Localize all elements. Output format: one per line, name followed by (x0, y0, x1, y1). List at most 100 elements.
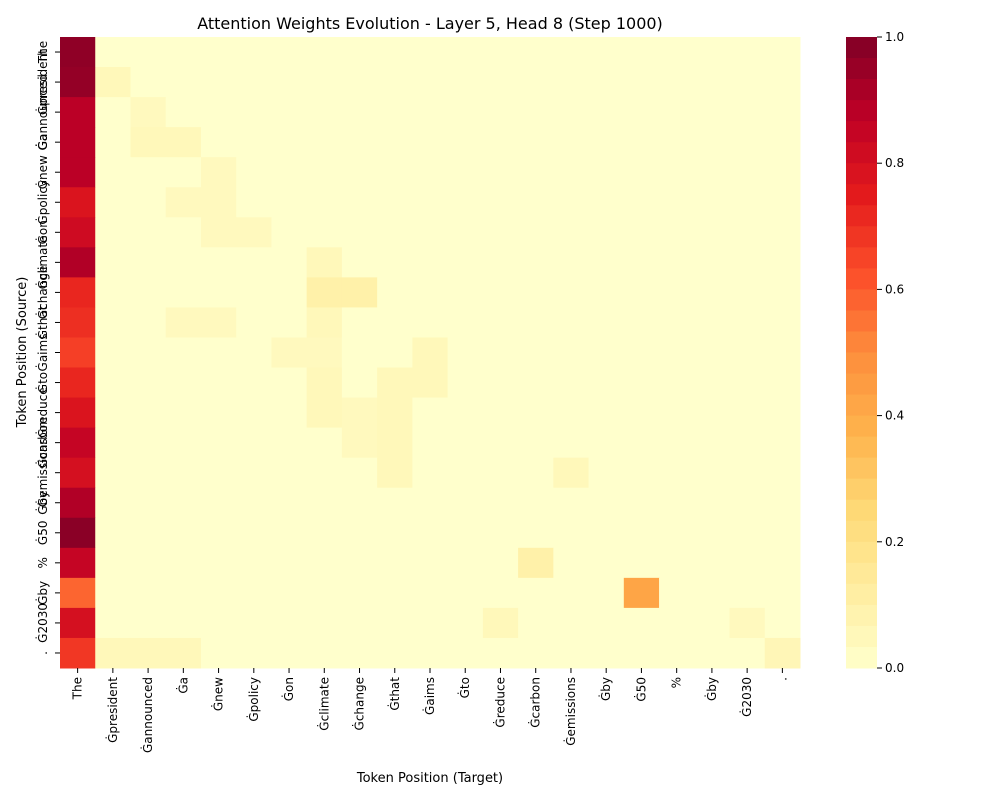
heatmap-cell (518, 487, 554, 519)
heatmap-cell (306, 187, 343, 218)
heatmap-cell (588, 547, 625, 579)
heatmap-cell (694, 67, 731, 98)
heatmap-cell (130, 367, 167, 399)
colorbar-segment (846, 226, 877, 248)
heatmap-cell (341, 157, 378, 188)
heatmap-cell (764, 247, 801, 278)
heatmap-cell (60, 217, 96, 248)
heatmap-cell (482, 127, 519, 158)
heatmap-cell (729, 517, 766, 549)
heatmap-cell (764, 487, 801, 519)
heatmap-cell (623, 607, 660, 639)
heatmap-cell (588, 217, 625, 248)
heatmap-cell (341, 187, 378, 218)
heatmap-cell (623, 637, 660, 669)
heatmap-cell (60, 187, 96, 218)
heatmap-cell (200, 187, 237, 218)
heatmap-cell (518, 67, 554, 98)
heatmap-cell (447, 547, 484, 579)
heatmap-cell (553, 337, 590, 369)
heatmap-cell (659, 367, 695, 399)
heatmap-cell (200, 307, 237, 338)
heatmap-cell (271, 457, 308, 489)
heatmap-cell (447, 427, 484, 459)
colorbar-tick-label: 0.8 (885, 156, 904, 170)
heatmap-cell (553, 37, 590, 68)
heatmap-cell (200, 427, 237, 459)
heatmap-cell (729, 397, 766, 429)
heatmap-cell (553, 127, 590, 158)
heatmap-cell (729, 577, 766, 609)
heatmap-cell (553, 577, 590, 609)
heatmap-cell (95, 607, 131, 639)
heatmap-cell (588, 337, 625, 369)
heatmap-cell (447, 577, 484, 609)
heatmap-cell (623, 187, 660, 218)
heatmap-cell (412, 187, 449, 218)
heatmap-cell (623, 367, 660, 399)
heatmap-cell (306, 37, 343, 68)
heatmap-cell (271, 487, 308, 519)
y-tick-label: Ġon (34, 220, 50, 244)
heatmap-cell (764, 217, 801, 248)
heatmap-cell (482, 427, 519, 459)
heatmap-cell (764, 517, 801, 549)
heatmap-cell (659, 337, 695, 369)
colorbar-segment (846, 646, 877, 669)
heatmap-cell (200, 517, 237, 549)
colorbar-segment (846, 541, 877, 564)
heatmap-cell (200, 637, 237, 669)
heatmap-cell (659, 457, 695, 489)
x-tick-label: Ġpresident (104, 677, 120, 743)
heatmap-cell (729, 277, 766, 308)
heatmap-cell (130, 427, 167, 459)
heatmap-cell (236, 487, 272, 519)
heatmap-cell (271, 637, 308, 669)
heatmap-cell (236, 367, 272, 399)
heatmap-cell (95, 337, 131, 369)
heatmap-cell (764, 157, 801, 188)
heatmap-cell (447, 307, 484, 338)
heatmap-cell (377, 607, 413, 639)
y-tick-label: Ġemissions (34, 438, 50, 507)
heatmap-cell (165, 217, 202, 248)
heatmap-cell (447, 487, 484, 519)
heatmap-cell (306, 217, 343, 248)
heatmap-cell (306, 547, 343, 579)
heatmap-cell (694, 37, 731, 68)
heatmap-cell (588, 187, 625, 218)
heatmap-cell (200, 547, 237, 579)
heatmap-cell (412, 127, 449, 158)
x-tick-label: Ġannounced (139, 677, 155, 753)
heatmap-cell (412, 157, 449, 188)
heatmap-cell (447, 367, 484, 399)
heatmap-cell (694, 307, 731, 338)
x-tick-label: Ġby (703, 677, 719, 701)
heatmap-cell (271, 187, 308, 218)
heatmap-cell (60, 427, 96, 459)
heatmap-cell (341, 487, 378, 519)
colorbar-segment (846, 100, 877, 122)
heatmap-cell (130, 547, 167, 579)
heatmap-cell (447, 97, 484, 128)
heatmap-cell (553, 277, 590, 308)
x-tick-label: Ġreduce (491, 677, 507, 728)
heatmap-cell (412, 457, 449, 489)
heatmap-cell (588, 367, 625, 399)
heatmap-cell (729, 607, 766, 639)
heatmap-cell (60, 547, 96, 579)
heatmap-cell (659, 607, 695, 639)
heatmap-cell (447, 457, 484, 489)
heatmap-cell (588, 127, 625, 158)
heatmap-cell (623, 307, 660, 338)
heatmap-cell (412, 37, 449, 68)
heatmap-cell (200, 457, 237, 489)
heatmap-cell (236, 127, 272, 158)
chart-title: Attention Weights Evolution - Layer 5, H… (197, 14, 663, 33)
heatmap-cell (553, 367, 590, 399)
heatmap-cell (447, 517, 484, 549)
heatmap-cell (306, 607, 343, 639)
heatmap-cell (377, 157, 413, 188)
heatmap-cell (165, 97, 202, 128)
heatmap-cell (341, 397, 378, 429)
